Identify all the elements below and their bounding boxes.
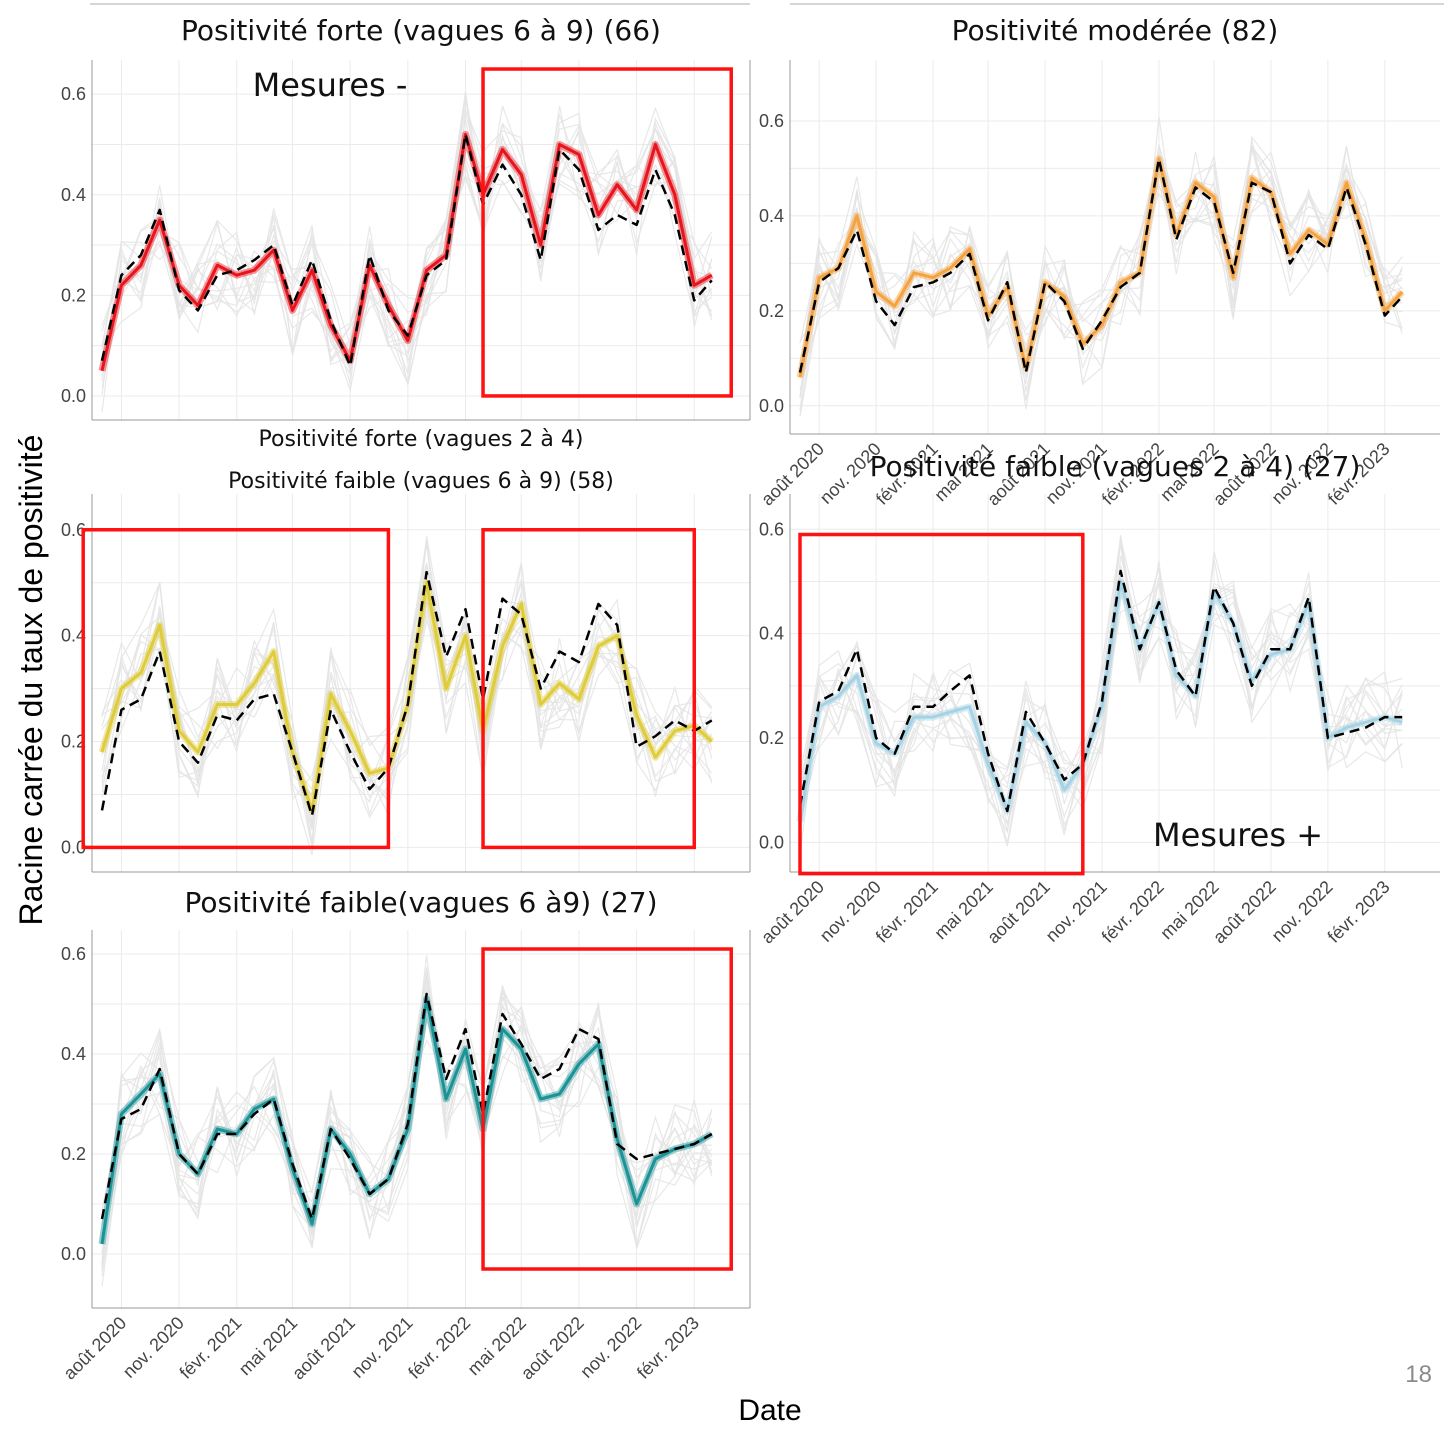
- ensemble-trace: [101, 93, 713, 371]
- y-tick-label: 0.2: [61, 732, 86, 752]
- ensemble-trace: [101, 983, 713, 1277]
- ensemble-trace: [101, 106, 713, 395]
- ensemble-trace: [799, 163, 1403, 400]
- x-tick-label: févr. 2022: [404, 1313, 474, 1383]
- y-tick-label: 0.0: [759, 396, 784, 416]
- y-tick-label: 0.2: [759, 301, 784, 321]
- ensemble-trace: [101, 105, 713, 413]
- y-tick-label: 0.2: [61, 1144, 86, 1164]
- ensemble-trace: [101, 565, 713, 822]
- y-tick-label: 0.4: [61, 185, 86, 205]
- ensemble-trace: [799, 151, 1403, 370]
- ensemble-trace: [799, 147, 1403, 372]
- highlight-box: [481, 947, 733, 1271]
- x-tick-label: févr. 2021: [176, 1313, 246, 1383]
- panels: 0.0 0.2 0.4 0.6 Positivité forte (vagues 6 à…: [59, 14, 1440, 1383]
- panel-annotation: Mesures -: [253, 66, 408, 104]
- panel-subtitle: Positivité faible (vagues 6 à 9) (58): [228, 469, 614, 494]
- y-tick-label: 0.0: [61, 837, 86, 857]
- reference-dashed-line: [798, 157, 1404, 374]
- series-line: [100, 997, 713, 1245]
- ensemble-trace: [799, 147, 1403, 416]
- x-tick-label: août 2022: [1209, 877, 1280, 948]
- x-tick-label: août 2022: [517, 1313, 588, 1384]
- y-tick-label: 0.6: [61, 944, 86, 964]
- ensemble-trace: [101, 539, 713, 826]
- panel-annotation: Mesures +: [1153, 816, 1323, 854]
- ensemble-trace: [799, 146, 1403, 384]
- x-tick-label: févr. 2023: [633, 1313, 703, 1383]
- x-tick-label: août 2020: [757, 439, 828, 510]
- x-tick-label: févr. 2023: [1324, 877, 1394, 947]
- y-tick-label: 0.2: [61, 285, 86, 305]
- ensemble-trace: [101, 545, 712, 825]
- highlight-box: [798, 532, 1085, 876]
- panel-title: Positivité forte (vagues 2 à 4): [259, 427, 584, 452]
- ensemble-trace: [799, 145, 1403, 417]
- ensemble-trace: [799, 149, 1403, 398]
- highlight-box: [481, 528, 696, 850]
- panel-title: Positivité faible(vagues 6 à9) (27): [184, 886, 657, 919]
- series-band: [796, 155, 1405, 378]
- y-tick-label: 0.4: [61, 626, 86, 646]
- ensemble-trace: [799, 555, 1403, 847]
- highlight-box: [81, 528, 391, 850]
- y-tick-label: 0.2: [759, 728, 784, 748]
- ensemble-trace: [799, 144, 1403, 391]
- y-tick-label: 0.0: [759, 832, 784, 852]
- y-tick-label: 0.6: [61, 84, 86, 104]
- y-tick-label: 0.6: [759, 519, 784, 539]
- ensemble-trace: [101, 595, 713, 791]
- ensemble-trace: [101, 91, 713, 364]
- x-tick-label: août 2020: [757, 877, 828, 948]
- y-tick-label: 0.6: [759, 111, 784, 131]
- ensemble-trace: [799, 144, 1403, 410]
- ensemble-trace: [101, 966, 713, 1249]
- ensemble-trace: [101, 101, 713, 354]
- panel-3: 0.0 0.2 0.4 0.6 Positivité forte (vagues 2 à…: [61, 427, 751, 873]
- series-line: [100, 132, 713, 372]
- ensemble-trace: [799, 536, 1403, 792]
- y-axis-title: Racine carrée du taux de positivité: [13, 435, 49, 926]
- y-tick-label: 0.4: [61, 1044, 86, 1064]
- ensemble-trace: [799, 151, 1403, 352]
- ensemble-trace: [101, 122, 713, 386]
- x-tick-label: févr. 2022: [1098, 877, 1168, 947]
- y-tick-label: 0.4: [759, 624, 784, 644]
- x-tick-label: août 2021: [983, 877, 1054, 948]
- y-tick-label: 0.6: [61, 520, 86, 540]
- y-tick-label: 0.0: [61, 1244, 86, 1264]
- y-tick-label: 0.4: [759, 206, 784, 226]
- reference-dashed-line: [798, 569, 1403, 813]
- panel-title: Positivité faible (vagues 2 à 4) (27): [870, 450, 1361, 483]
- x-tick-label: févr. 2021: [872, 877, 942, 947]
- x-tick-label: août 2021: [288, 1313, 359, 1384]
- highlight-box: [481, 67, 733, 398]
- reference-dashed-line: [100, 133, 713, 368]
- ensemble-trace: [101, 609, 712, 819]
- ensemble-trace: [799, 568, 1403, 824]
- x-axis-title: Date: [738, 1394, 801, 1427]
- series-band: [98, 579, 715, 814]
- series-line: [798, 157, 1404, 378]
- ensemble-trace: [799, 152, 1403, 401]
- x-tick-label: août 2020: [59, 1313, 130, 1384]
- ensemble-trace: [799, 534, 1403, 834]
- reference-dashed-line: [100, 570, 713, 817]
- ensemble-trace: [799, 144, 1403, 384]
- y-tick-label: 0.0: [61, 386, 86, 406]
- panel-title: Positivité forte (vagues 6 à 9) (66): [181, 14, 661, 47]
- panel-title: Positivité modérée (82): [952, 14, 1279, 47]
- page-number: 18: [1405, 1361, 1432, 1388]
- ensemble-trace: [101, 130, 713, 365]
- reference-dashed-line: [100, 992, 713, 1221]
- panel-1: 0.0 0.2 0.4 0.6 Positivité forte (vagues 6 à…: [61, 14, 751, 421]
